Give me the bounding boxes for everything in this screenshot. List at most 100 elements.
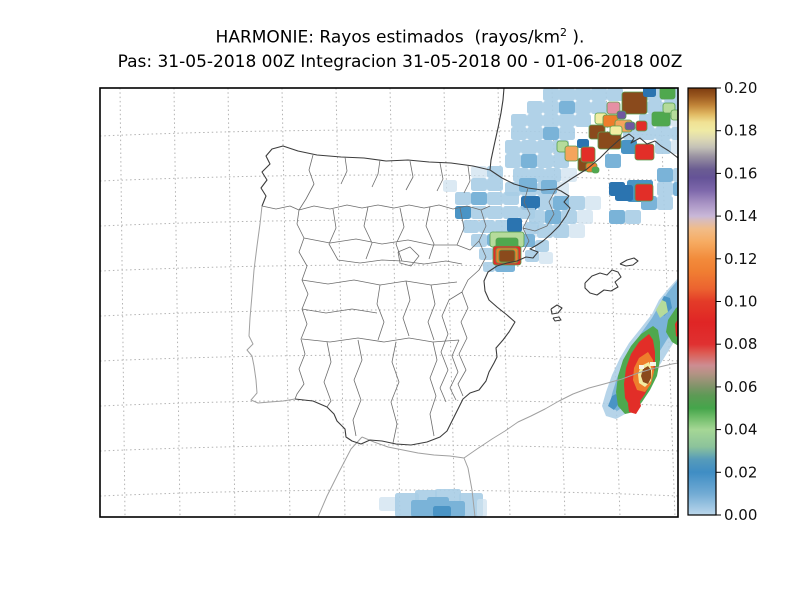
lightning-cell-b1 (537, 196, 553, 210)
lightning-cell-b1 (543, 88, 559, 101)
colorbar-tick-label: 0.06 (724, 378, 757, 396)
lightning-cell-r1 (635, 120, 648, 132)
colorbar-tick-label: 0.04 (724, 421, 757, 439)
lightning-cell-b1 (569, 196, 585, 210)
meridian-gridline (497, 88, 511, 517)
lightning-cell-b4 (577, 139, 589, 148)
lightning-cell-b1 (537, 224, 553, 238)
chart-title-superscript: 2 (560, 26, 568, 39)
map-frame (99, 87, 679, 518)
lightning-cell-b3 (433, 506, 451, 517)
lightning-cell-g2 (651, 111, 671, 127)
lightning-cell-b1 (559, 88, 575, 101)
meridian-gridline (119, 88, 126, 517)
lightning-cell-b1 (505, 140, 521, 154)
lightning-cell-b4 (615, 185, 633, 201)
lightning-cell-b1 (527, 101, 543, 114)
lightning-cell-b1 (559, 127, 575, 140)
chart-title: HARMONIE: Rayos estimados (rayos/km2 ). (0, 26, 800, 48)
parallel-gridline (100, 354, 678, 362)
lightning-cell-b1 (479, 248, 493, 260)
lightning-cell-b0 (539, 252, 553, 264)
lightning-cell-b1 (527, 127, 543, 140)
lightning-cell-b1 (575, 101, 591, 114)
lightning-cell-b1 (657, 182, 673, 196)
lat-lon-graticule (100, 88, 678, 517)
lightning-cell-b1 (535, 240, 549, 252)
lightning-cell-g1 (670, 109, 678, 121)
lightning-cell-b4 (523, 196, 540, 208)
balearic-islands (550, 257, 639, 322)
lightning-cell-b1 (591, 88, 607, 101)
colorbar-tick-label: 0.18 (724, 122, 757, 140)
lightning-cell-b2 (447, 501, 465, 517)
lightning-cell-b1 (575, 88, 591, 101)
lightning-cell-b2 (605, 154, 621, 168)
lightning-cell-b2 (553, 196, 569, 210)
lightning-cell-b1 (527, 114, 543, 127)
province-borders (261, 154, 557, 444)
lightning-cell-b1 (537, 140, 553, 154)
lightning-blob-g1 (656, 300, 668, 318)
meridian-gridline (659, 88, 676, 517)
colorbar-gradient (688, 88, 716, 515)
parallel-gridline (100, 489, 678, 497)
lightning-cell-b2 (411, 500, 429, 517)
lightning-cell-b2 (609, 210, 625, 224)
meridian-gridline (335, 88, 346, 517)
lightning-cell-b1 (487, 192, 503, 205)
lightning-cell-b1 (505, 154, 521, 168)
chart-subtitle: Pas: 31-05-2018 00Z Integracion 31-05-20… (117, 52, 683, 72)
lightning-cell-g2 (659, 88, 676, 100)
parallel-gridline (100, 399, 678, 407)
lightning-cell-b1 (511, 114, 527, 127)
lightning-cell-b1 (553, 224, 569, 238)
lightning-cell-b1 (575, 114, 591, 127)
lightning-cell-b1 (655, 127, 671, 140)
lightning-cell-b1 (591, 101, 607, 114)
parallel-gridline (100, 219, 678, 227)
lightning-cell-b1 (455, 192, 471, 205)
meridian-gridline (281, 88, 291, 517)
lightning-cell-b3 (455, 206, 471, 219)
lightning-cell-b1 (545, 168, 561, 182)
lightning-cell-b0 (471, 166, 487, 178)
lightning-cell-b1 (543, 114, 559, 127)
lightning-cell-b0 (443, 180, 457, 192)
lightning-cell-b4 (507, 218, 522, 232)
lightning-cell-b1 (607, 88, 623, 101)
lightning-cell-b1 (561, 210, 577, 224)
chart-title-suffix: ). (567, 27, 585, 48)
geography-layer (246, 88, 678, 517)
colorbar-tick-label: 0.10 (724, 293, 757, 311)
lightning-cell-b3 (621, 140, 637, 154)
lightning-cell-b0 (585, 196, 601, 210)
lightning-cell-b0 (569, 224, 585, 238)
colorbar-tick-label: 0.08 (724, 335, 757, 353)
lightning-data-layer (379, 88, 678, 517)
meridian-gridline (551, 88, 566, 517)
lightning-cell-b2 (673, 182, 678, 196)
lightning-cell-b0 (671, 140, 678, 154)
parallel-gridline (100, 129, 678, 137)
lightning-cell-b1 (537, 154, 553, 168)
lightning-cell-r1 (580, 146, 596, 163)
lightning-cell-b1 (471, 178, 487, 191)
lightning-cell-b1 (487, 166, 503, 178)
lightning-cell-b2 (545, 210, 561, 224)
lightning-cell-b1 (521, 140, 537, 154)
lightning-cell-b1 (671, 127, 678, 140)
lightning-cell-b1 (463, 220, 479, 233)
lightning-cell-w (650, 362, 656, 366)
lightning-cell-b1 (519, 206, 535, 219)
lightning-cell-b2 (519, 178, 537, 192)
lightning-blob-g2 (666, 306, 678, 346)
spain-france-coastline (260, 88, 678, 446)
lightning-cell-b1 (625, 210, 641, 224)
lightning-cell-b1 (543, 101, 559, 114)
lightning-cell-b1 (559, 114, 575, 127)
lightning-cell-br (621, 91, 648, 115)
lightning-cell-r1 (634, 143, 655, 161)
parallel-gridline (100, 309, 678, 317)
